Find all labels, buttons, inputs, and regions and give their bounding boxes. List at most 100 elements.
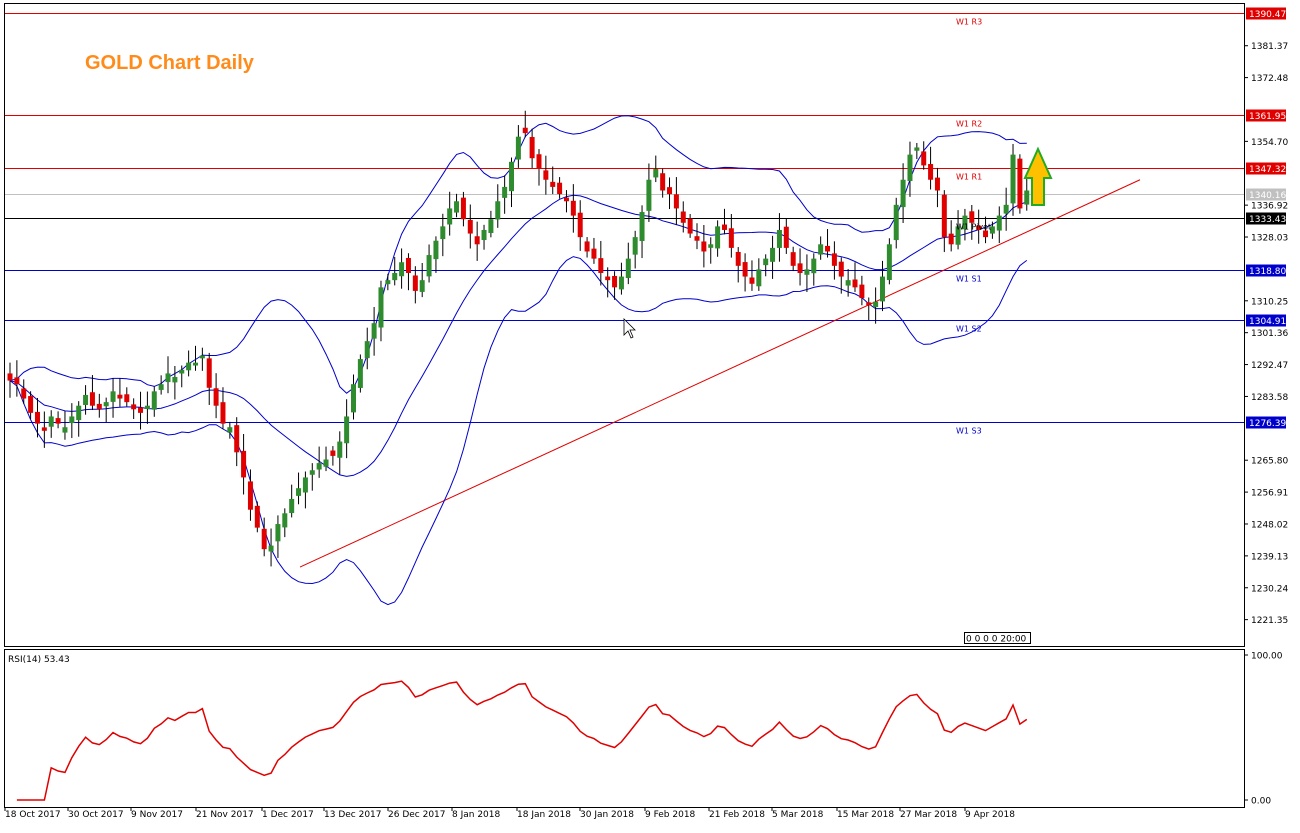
candle-body [323,459,329,467]
bullish-candle [1024,178,1030,211]
candle-body [708,244,714,248]
countdown-box [964,632,1031,644]
level-label: W1 R1 [956,173,982,182]
bearish-candle [131,398,137,420]
price-axis-tick: 1239.13 [1251,552,1288,562]
bullish-candle [302,471,308,509]
bearish-candle [825,229,831,258]
bullish-candle [811,253,817,286]
rsi-plot-frame [4,649,1245,808]
candle-body [179,369,185,374]
candle-body [447,208,453,225]
price-axis-tick: 1292.47 [1251,361,1288,371]
bullish-candle [756,258,762,291]
candle-body [21,388,27,399]
bullish-candle [955,210,961,250]
date-axis-label: 8 Jan 2018 [452,810,500,820]
price-axis-tick: 1336.92 [1251,202,1288,212]
bearish-candle [921,141,927,170]
candle-body [515,136,521,160]
bullish-candle [83,385,89,415]
bullish-candle [165,356,171,394]
bearish-candle [584,237,590,258]
candle-body [756,269,762,287]
candle-body [330,450,336,456]
date-axis-label: 15 Mar 2018 [837,810,894,820]
candle-body [962,215,968,230]
candle-body [254,505,260,528]
level-label: W1 S3 [956,427,982,436]
candle-body [454,201,460,213]
bearish-candle [831,241,837,280]
bullish-candle [172,365,178,400]
level-price-value: 1304.91 [1249,317,1286,327]
candle-body [928,164,934,180]
bearish-candle [790,246,796,272]
bullish-candle [192,345,198,371]
level-price-value: 1390.47 [1249,10,1286,20]
candle-body [474,236,480,245]
up-arrow-outline [1023,146,1053,206]
bullish-candle [364,327,370,370]
candle-body [502,186,508,198]
bullish-candle [199,347,205,371]
candle-body [852,279,858,288]
candle-body [591,248,597,259]
bearish-candle [983,216,989,244]
candle-body [76,405,82,421]
bearish-candle [89,375,95,411]
date-axis-label: 18 Oct 2017 [5,810,61,820]
candle-body [955,226,961,245]
countdown-label: 0 0 0 0 20:00 [966,635,1027,645]
candle-body [996,215,1002,231]
candle-body [831,253,837,266]
candle-body [124,394,130,403]
bearish-candle [467,204,473,249]
candle-body [399,262,405,277]
bullish-candle [481,224,487,250]
bearish-candle [1017,154,1023,214]
bearish-candle [254,501,260,533]
candle-body [206,358,212,388]
bullish-candle [996,206,1002,244]
candle-body [131,404,137,410]
candle-body [41,427,47,431]
candle-body [749,277,755,284]
bearish-candle [138,391,144,430]
bullish-candle [316,446,322,478]
candle-body [28,396,34,413]
bearish-candle [412,266,418,304]
bullish-candle [873,287,879,324]
date-axis-label: 27 Mar 2018 [900,810,957,820]
candle-body [983,230,989,238]
candle-body [763,258,769,266]
level-price-tag [1246,314,1286,327]
bullish-candle [419,262,425,298]
candle-body [1003,204,1009,214]
level-price-tag [1246,212,1286,225]
candle-body [1017,158,1023,209]
candle-body [728,228,734,248]
bearish-candle [220,387,226,429]
bearish-candle [96,393,102,418]
price-axis-tick: 1256.91 [1251,489,1288,499]
candle-body [735,251,741,266]
candle-body [948,233,954,245]
trendline [299,179,1141,568]
bearish-candle [330,446,336,466]
bullish-candle [447,191,453,236]
bullish-candle [357,354,363,393]
bearish-candle [234,417,240,467]
candle-body [62,427,68,433]
bearish-candle [7,362,13,398]
candle-body [165,373,171,383]
bullish-candle [426,244,432,283]
bullish-candle [632,230,638,269]
bullish-candle [495,184,501,228]
price-axis-tick: 1248.02 [1251,520,1288,530]
candle-body [721,224,727,230]
candle-body [605,276,611,281]
level-label: W1 R2 [956,120,982,129]
bullish-candle [509,157,515,208]
